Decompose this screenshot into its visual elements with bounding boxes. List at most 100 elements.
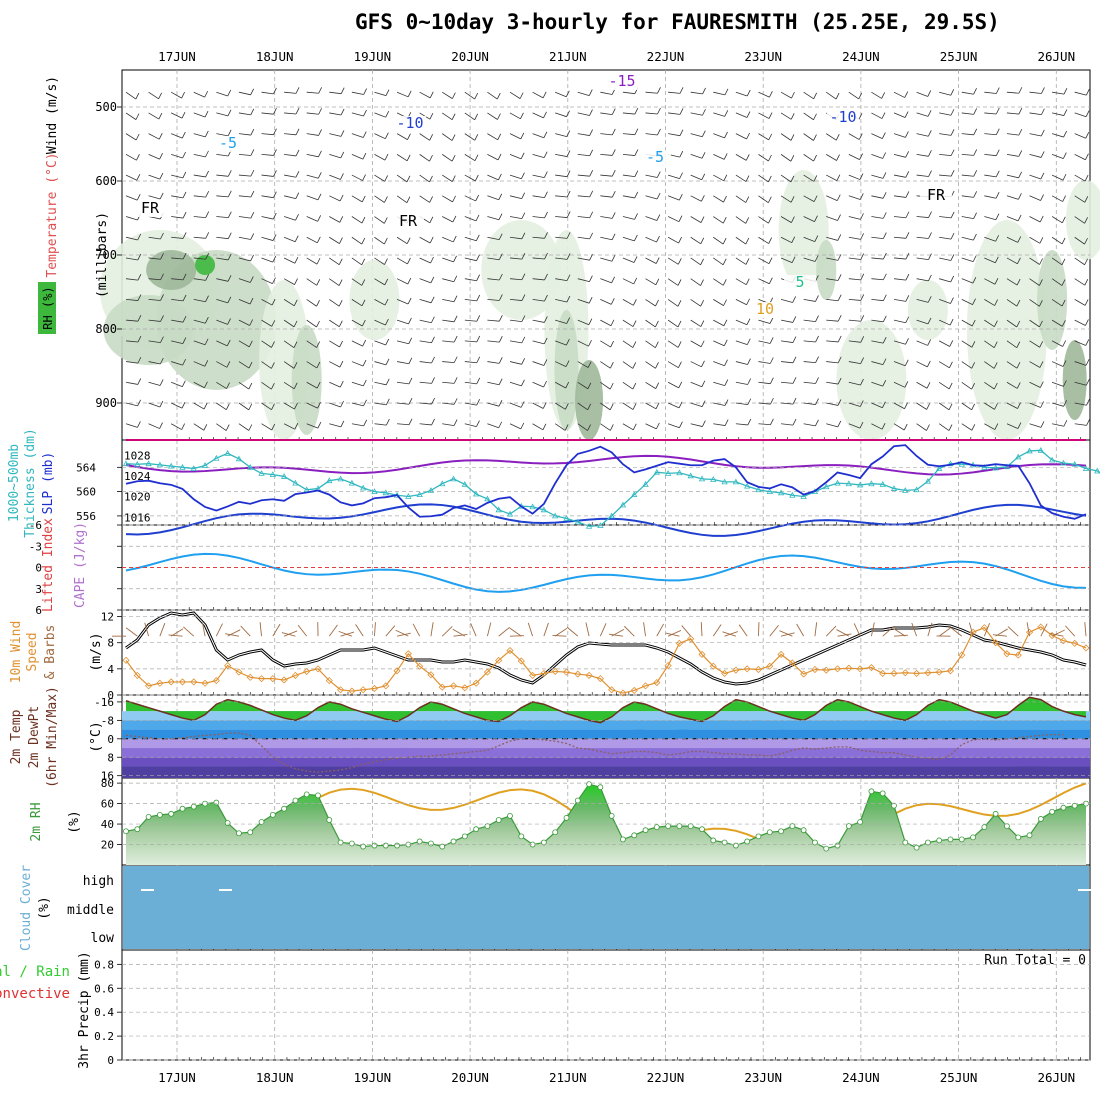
wind-barb-flag [792, 316, 797, 323]
wind-barb [622, 381, 634, 390]
wind-barb-flag [227, 190, 232, 198]
surface-wind-barb [911, 622, 918, 637]
wind-speed-point [732, 666, 740, 674]
wind-barb [351, 195, 363, 203]
wind-barb-flag [227, 253, 232, 261]
wind-barb-flag [453, 398, 458, 405]
surface-wind-barb [700, 622, 703, 637]
surface-wind-barb [125, 627, 138, 637]
wind-barb [893, 423, 905, 431]
wind-barb-flag [634, 234, 638, 242]
wind-barb [351, 340, 363, 347]
thickness-point [122, 460, 130, 467]
wind-barb [283, 423, 295, 430]
wind-speed-point [348, 687, 356, 695]
wind-barb [645, 216, 657, 221]
thickness-point [416, 491, 423, 498]
rh2m-point [552, 829, 559, 836]
wind-barb-flag [1040, 172, 1045, 180]
wind-barb [758, 340, 771, 344]
wind-barb-flag [476, 274, 481, 281]
wind-barb [758, 133, 769, 141]
wind-barb-flag [566, 190, 571, 198]
temp-tick-label: 0 [107, 733, 114, 746]
wind-barb-flag [882, 358, 887, 365]
wind-barb-flag [203, 402, 208, 410]
wind-barb-flag [1084, 237, 1088, 245]
bottom-date-label: 23JUN [744, 1070, 782, 1085]
wind-barb [283, 340, 295, 349]
wind-barb [396, 257, 408, 265]
wind-barb-flag [340, 130, 345, 137]
wind-barb-flag [519, 92, 524, 99]
rh2m-point [744, 838, 751, 845]
wind-barb [939, 278, 951, 283]
thickness-point [631, 491, 638, 498]
wind-barb [261, 299, 273, 306]
wind-barb-flag [1039, 279, 1043, 286]
wind-barb-flag [135, 113, 140, 120]
wind-units-label: (m/s) [89, 632, 104, 671]
wind-barb-flag [701, 152, 706, 159]
rh-label: RH (%) [41, 286, 55, 329]
rh2m-point [608, 812, 615, 819]
wind-barb [306, 423, 319, 429]
wind-barb-flag [882, 294, 887, 301]
wind-barb [532, 381, 544, 388]
wind-barb [351, 278, 363, 286]
thickness-point [947, 460, 954, 467]
thickness-point [484, 495, 491, 502]
thickness-point [540, 506, 548, 513]
wind-barb-flag [972, 276, 977, 284]
wind-barb-flag [747, 378, 752, 385]
wind-barb-flag [339, 340, 343, 348]
rh2m-point [924, 839, 931, 846]
wind-barb [871, 423, 883, 430]
wind-barb-flag [294, 278, 298, 285]
wind-barb-flag [542, 91, 547, 99]
wind-barb [690, 91, 703, 95]
wind-barb-flag [927, 90, 932, 97]
wind-barb-flag [611, 108, 616, 115]
rh2m-point [258, 819, 265, 825]
wind-barb-flag [656, 214, 661, 221]
wind-barb [735, 195, 747, 203]
wind-barb-flag [1062, 195, 1067, 202]
surface-wind-barb [566, 626, 579, 637]
wind-barb-flag [135, 92, 140, 100]
wind-barb [329, 216, 340, 223]
wind-barb-flag [566, 130, 571, 137]
wind-barb [396, 195, 408, 204]
thickness-point [1060, 459, 1067, 466]
wind-barb [893, 112, 906, 118]
rh-blob [349, 260, 400, 340]
wind-barb-flag [747, 418, 752, 426]
wind-barb-flag [294, 257, 299, 264]
wind-barb [848, 319, 861, 322]
wind-barb-flag [361, 237, 366, 245]
wind-barb [984, 195, 997, 199]
wind-barb [1052, 91, 1065, 95]
surface-wind-barb [950, 627, 963, 637]
wind-barb-flag [722, 217, 727, 224]
surface-wind-barb [543, 622, 549, 637]
wind-barb-flag [474, 154, 479, 161]
wind-barb [374, 278, 385, 286]
wind-barb [600, 195, 613, 198]
wind-speed-point [574, 670, 582, 678]
wind-speed-point [359, 686, 367, 694]
wind-barb-flag [971, 319, 976, 327]
wind-barb [216, 340, 228, 347]
wind-barb-flag [1085, 110, 1090, 117]
wind-barb [509, 174, 522, 180]
precip-total-label: Total / Rain [0, 964, 70, 980]
wind-barb [1006, 278, 1018, 286]
wind-barb-flag [340, 400, 344, 408]
wind-barb [238, 340, 250, 348]
wind-barb [306, 402, 318, 409]
wind-barb-flag [768, 133, 773, 141]
wind-speed-point [257, 675, 266, 683]
wind-barb [961, 361, 972, 369]
wind-barb [509, 236, 522, 240]
wind-barb-flag [476, 377, 481, 385]
